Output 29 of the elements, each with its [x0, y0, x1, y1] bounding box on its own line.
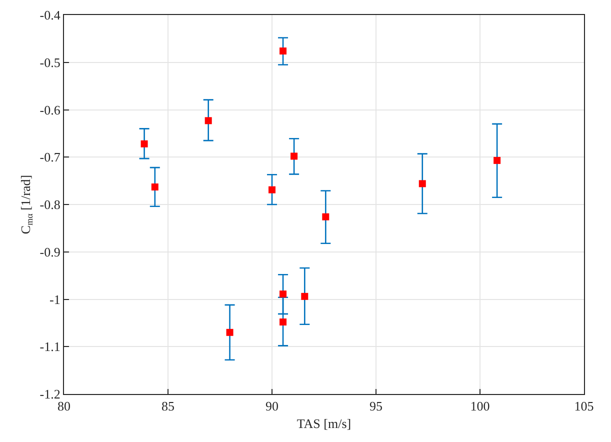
point: [204, 117, 212, 124]
point: [280, 318, 287, 326]
point: [494, 156, 501, 164]
x-tick-label: 90: [266, 398, 278, 414]
point: [418, 180, 426, 188]
y-tick-label: -1: [50, 292, 60, 307]
y-tick-label: -1.1: [40, 339, 60, 354]
y-tick-label: -0.6: [40, 102, 61, 118]
x-tick-label: 95: [370, 398, 382, 414]
point: [322, 213, 330, 220]
x-tick-label: 100: [470, 398, 490, 414]
point: [226, 328, 234, 336]
y-tick-label: -0.4: [40, 8, 61, 23]
y-tick-label: -0.5: [40, 54, 60, 70]
x-tick-label: 85: [162, 398, 174, 414]
point: [280, 48, 287, 54]
y-tick-label: -1.2: [40, 386, 60, 402]
x-tick-label: 105: [574, 398, 594, 414]
point: [151, 183, 158, 190]
y-tick-label: -0.8: [40, 197, 60, 212]
x-tick-label: 80: [58, 398, 70, 414]
point: [290, 152, 298, 160]
point: [140, 140, 148, 148]
y-tick-label: -0.7: [40, 150, 61, 165]
x-axis-title: TAS [m/s]: [296, 416, 352, 432]
point: [301, 292, 308, 300]
point: [268, 186, 276, 194]
point: [280, 290, 287, 298]
y-tick-label: -0.9: [40, 244, 60, 260]
